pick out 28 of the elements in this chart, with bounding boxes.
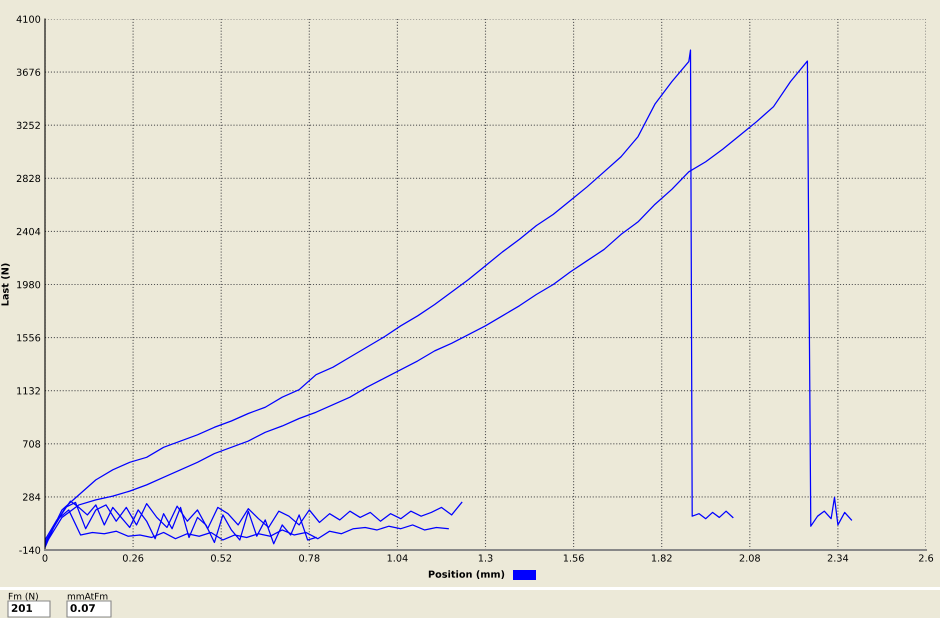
x-tick-label: 1.04 (388, 554, 408, 562)
text: Fm (N) (8, 592, 38, 601)
x-axis-title: Position (mm) (428, 570, 504, 579)
y-tick-label: -140 (19, 546, 40, 554)
x-tick-label: 1.56 (564, 554, 584, 562)
x-tick-label: 2.34 (828, 554, 848, 562)
y-tick-label: 708 (23, 440, 40, 448)
x-tick-label: 0.52 (211, 554, 232, 562)
y-tick-label: 1556 (17, 334, 40, 342)
x-tick-label: 2.08 (740, 554, 760, 562)
y-tick-label: 284 (22, 493, 40, 501)
text: 0.07 (70, 604, 95, 612)
y-tick-label: 2828 (16, 174, 40, 182)
y-tick-label: 1980 (17, 280, 40, 288)
y-tick-label: 2404 (16, 228, 40, 236)
y-tick-label: 3252 (16, 122, 40, 130)
x-tick-label: 0.78 (299, 554, 320, 562)
x-tick-label: 2.6 (918, 554, 934, 562)
text: mmAtFm (68, 592, 108, 600)
y-tick-label: 4100 (16, 15, 40, 23)
x-tick-label: 0.26 (122, 554, 144, 562)
x-tick-label: 0 (42, 554, 48, 562)
x-tick-label: 1.3 (478, 554, 492, 562)
y-axis-title: Last (N) (1, 264, 10, 306)
x-tick-label: 1.82 (652, 554, 672, 562)
y-tick-label: 3676 (16, 68, 40, 76)
text: 201 (12, 604, 32, 612)
y-tick-label: 1132 (17, 387, 40, 395)
